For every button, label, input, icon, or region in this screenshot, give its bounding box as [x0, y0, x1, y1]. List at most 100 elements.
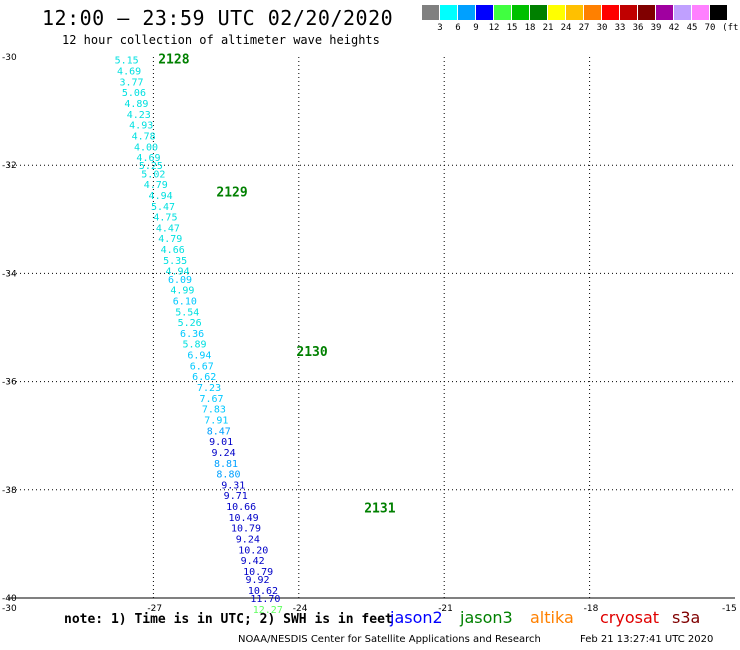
legend-label: 39 [650, 23, 662, 33]
swh-value-label: 4.69 [117, 67, 141, 78]
map-grid [8, 57, 735, 599]
legend-swatch [692, 5, 709, 20]
longitude-tick-label: -27 [147, 604, 162, 614]
swh-value-label: 10.20 [238, 545, 268, 556]
legend-swatch [566, 5, 583, 20]
swh-value-label: 9.24 [212, 448, 236, 459]
latitude-tick-label: -32 [2, 161, 17, 171]
swh-value-label: 5.02 [141, 169, 165, 180]
latitude-tick-label: -30 [2, 53, 17, 63]
legend-swatch [512, 5, 529, 20]
swh-value-label: 6.67 [190, 361, 214, 372]
legend-swatch [584, 5, 601, 20]
legend-swatch [656, 5, 673, 20]
satellite-altika: altika [530, 608, 574, 627]
swh-value-label: 9.92 [245, 575, 269, 586]
swh-value-label: 5.35 [163, 256, 187, 267]
swh-value-label: 4.00 [134, 142, 158, 153]
swh-value-label: 8.47 [207, 426, 231, 437]
swh-value-label: 9.42 [241, 556, 265, 567]
swh-value-label: 7.91 [204, 415, 228, 426]
legend-swatch [638, 5, 655, 20]
longitude-tick-label: -15 [722, 604, 737, 614]
swh-value-label: 10.66 [226, 502, 256, 513]
legend-swatch [476, 5, 493, 20]
swh-value-label: 5.26 [178, 318, 202, 329]
credit-line: NOAA/NESDIS Center for Satellite Applica… [238, 634, 541, 645]
legend-label: 36 [632, 23, 644, 33]
legend-swatch [422, 5, 439, 20]
swh-values: 5.154.693.775.064.894.234.934.784.004.69… [115, 56, 283, 616]
swh-value-label: 4.75 [153, 213, 177, 224]
swh-value-label: 9.24 [236, 534, 260, 545]
longitude-tick-label: -24 [293, 604, 308, 614]
swh-value-label: 7.23 [197, 383, 221, 394]
swh-value-label: 4.79 [158, 234, 182, 245]
satellite-jason2: jason2 [390, 608, 443, 627]
satellite-cryosat: cryosat [600, 608, 660, 627]
legend-swatch [548, 5, 565, 20]
swh-value-label: 4.99 [170, 286, 194, 297]
legend-label: 3 [437, 23, 443, 33]
legend-label: 45 [686, 23, 698, 33]
legend-label: 70 [704, 23, 716, 33]
legend-label: 21 [542, 23, 554, 33]
legend-label: 18 [524, 23, 536, 33]
footer-note: note: 1) Time is in UTC; 2) SWH is in fe… [64, 612, 393, 627]
page-subtitle: 12 hour collection of altimeter wave hei… [62, 33, 380, 47]
swh-value-label: 5.06 [122, 88, 146, 99]
legend-label: 42 [668, 23, 680, 33]
swh-value-label: 8.81 [214, 459, 238, 470]
swh-value-label: 5.89 [182, 340, 206, 351]
swh-value-label: 9.01 [209, 437, 233, 448]
legend-label: 6 [455, 23, 461, 33]
legend-label: 27 [578, 23, 590, 33]
satellite-s3a: s3a [672, 608, 701, 627]
swh-value-label: 4.94 [149, 191, 173, 202]
swh-value-label: 6.09 [168, 275, 192, 286]
legend-label: 15 [506, 23, 518, 33]
swh-value-label: 4.94 [166, 267, 190, 278]
swh-value-label: 7.83 [202, 405, 226, 416]
swh-value-label: 5.47 [151, 202, 175, 213]
legend-swatch [620, 5, 637, 20]
legend-swatch [494, 5, 511, 20]
swh-value-label: 5.25 [139, 161, 163, 172]
pass-labels: 2128 2129 2130 2131 [158, 53, 395, 517]
axis-tick-labels: -30-32-34-36-38-40-30 -27 -24 -21 -18 -15 [2, 53, 737, 614]
swh-value-label: 5.15 [115, 56, 139, 67]
pass-number-label: 2129 [216, 185, 247, 200]
swh-value-label: 4.93 [129, 121, 153, 132]
longitude-tick-label: -18 [584, 604, 599, 614]
swh-value-label: 9.71 [224, 491, 248, 502]
generated-timestamp: Feb 21 13:27:41 UTC 2020 [580, 634, 714, 645]
legend-swatch [674, 5, 691, 20]
swh-value-label: 4.66 [161, 245, 185, 256]
satellite-jason3: jason3 [460, 608, 513, 627]
page-title: 12:00 – 23:59 UTC 02/20/2020 [42, 6, 394, 30]
swh-value-label: 10.49 [229, 513, 259, 524]
swh-value-label: 7.67 [199, 394, 223, 405]
swh-value-label: 4.78 [132, 131, 156, 142]
legend-label: 30 [596, 23, 608, 33]
swh-value-label: 4.89 [124, 99, 148, 110]
swh-value-label: 6.36 [180, 329, 204, 340]
legend-swatch [530, 5, 547, 20]
legend-unit: (ft) [722, 23, 740, 33]
legend-label: 12 [488, 23, 500, 33]
latitude-tick-label: -38 [2, 486, 17, 496]
swh-value-label: 5.54 [175, 307, 199, 318]
latitude-tick-label: -40 [2, 594, 17, 604]
swh-value-label: 8.80 [216, 470, 240, 481]
legend-swatch [458, 5, 475, 20]
latitude-tick-label: -36 [2, 378, 17, 388]
swh-value-label: 6.10 [173, 296, 197, 307]
swh-value-label: 3.77 [119, 77, 143, 88]
longitude-tick-label: -21 [438, 604, 453, 614]
swh-value-label: 6.62 [192, 372, 216, 383]
swh-value-label: 11.70 [250, 594, 280, 605]
swh-value-label: 6.94 [187, 351, 211, 362]
longitude-tick-label: -30 [2, 604, 17, 614]
